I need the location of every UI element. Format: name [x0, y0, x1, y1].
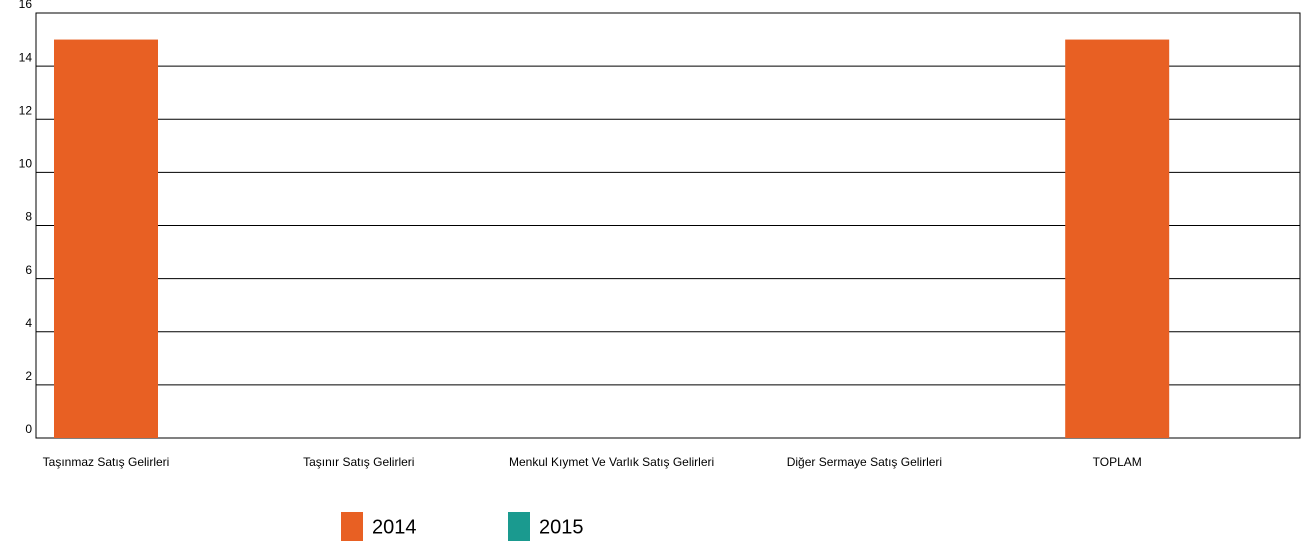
y-tick-label: 0 — [25, 422, 32, 436]
y-tick-label: 8 — [25, 210, 32, 224]
y-tick-label: 16 — [19, 0, 33, 11]
y-tick-label: 12 — [19, 103, 33, 117]
legend-swatch — [508, 512, 530, 541]
bar — [54, 39, 158, 438]
y-tick-label: 14 — [19, 50, 33, 64]
plot-frame — [35, 12, 1301, 439]
legend-swatch — [341, 512, 363, 541]
x-tick-label: Taşınmaz Satış Gelirleri — [43, 455, 170, 469]
x-tick-label: Taşınır Satış Gelirleri — [303, 455, 414, 469]
legend-label: 2015 — [539, 516, 584, 538]
legend-label: 2014 — [372, 516, 417, 538]
x-tick-label: TOPLAM — [1093, 455, 1142, 469]
y-tick-label: 4 — [25, 316, 32, 330]
x-tick-label: Diğer Sermaye Satış Gelirleri — [787, 455, 942, 469]
y-tick-label: 10 — [19, 157, 33, 171]
x-tick-label: Menkul Kıymet Ve Varlık Satış Gelirleri — [509, 455, 714, 469]
bar — [1065, 39, 1170, 438]
y-tick-label: 2 — [25, 369, 32, 383]
y-tick-label: 6 — [25, 263, 32, 277]
